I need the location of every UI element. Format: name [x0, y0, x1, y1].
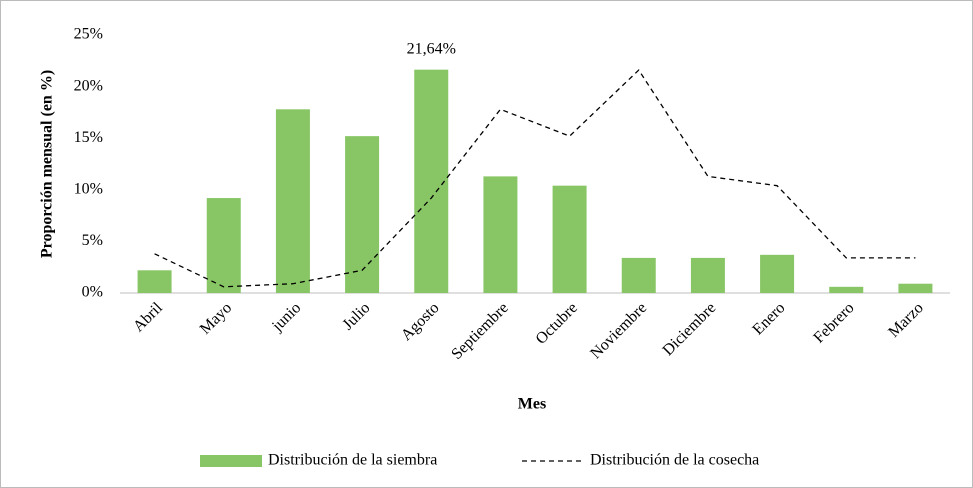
y-tick-label: 25%	[74, 26, 103, 43]
bar	[898, 283, 933, 293]
y-tick-label: 10%	[74, 180, 103, 197]
line	[154, 69, 916, 288]
legend-label: Distribución de la cosecha	[590, 452, 759, 469]
y-tick-label: 20%	[74, 77, 103, 94]
bar	[137, 270, 172, 293]
x-axis-title: Mes	[518, 396, 546, 413]
bar	[760, 254, 795, 293]
bar	[483, 176, 518, 293]
y-axis-title: Proporción mensual (en %)	[39, 70, 56, 258]
bar	[621, 257, 656, 293]
y-tick-label: 15%	[74, 129, 103, 146]
bar	[690, 257, 725, 293]
bar	[552, 185, 587, 293]
y-tick-label: 5%	[82, 232, 103, 249]
legend-swatch	[200, 455, 262, 467]
y-tick-label: 0%	[82, 284, 103, 301]
bar	[206, 198, 241, 293]
bar	[414, 69, 449, 293]
legend-label: Distribución de la siembra	[268, 452, 437, 469]
bar	[345, 136, 380, 293]
data-label: 21,64%	[407, 40, 456, 57]
bar	[829, 286, 864, 293]
bar	[275, 109, 310, 293]
